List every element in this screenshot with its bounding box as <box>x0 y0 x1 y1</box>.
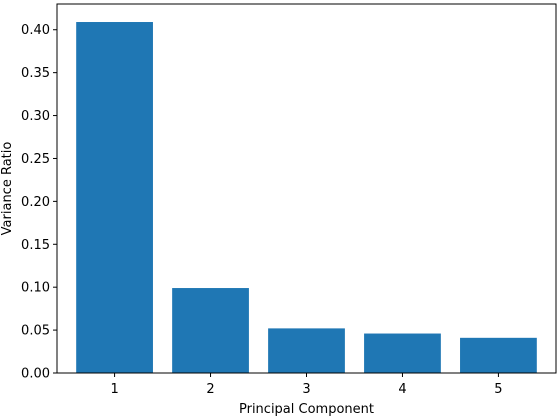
plot-frame <box>56 3 557 374</box>
bar-series <box>76 22 537 374</box>
y-axis-label: Variance Ratio <box>0 142 15 236</box>
y-tick-label: 0.00 <box>21 367 50 382</box>
y-tick-label: 0.20 <box>21 195 50 210</box>
bar-5 <box>460 337 537 373</box>
x-tick-label: 3 <box>302 382 310 397</box>
bar-1 <box>76 22 153 374</box>
x-axis: 1 2 3 4 5 <box>110 373 503 397</box>
y-tick-label: 0.15 <box>21 238 50 253</box>
bar-2 <box>172 288 249 373</box>
x-axis-label: Principal Component <box>239 402 374 416</box>
y-tick-label: 0.40 <box>21 23 50 38</box>
x-tick-label: 2 <box>206 382 214 397</box>
y-tick-label: 0.25 <box>21 152 50 167</box>
x-tick-label: 5 <box>494 382 502 397</box>
y-tick-label: 0.30 <box>21 109 50 124</box>
x-tick-label: 4 <box>398 382 406 397</box>
y-axis: 0.00 0.05 0.10 0.15 0.20 0.25 0.30 0.35 0.40 <box>21 23 57 382</box>
x-tick-label: 1 <box>110 382 118 397</box>
y-tick-label: 0.35 <box>21 66 50 81</box>
bar-4 <box>364 333 441 373</box>
bar-3 <box>268 328 345 373</box>
y-tick-label: 0.10 <box>21 281 50 296</box>
y-tick-label: 0.05 <box>21 324 50 339</box>
